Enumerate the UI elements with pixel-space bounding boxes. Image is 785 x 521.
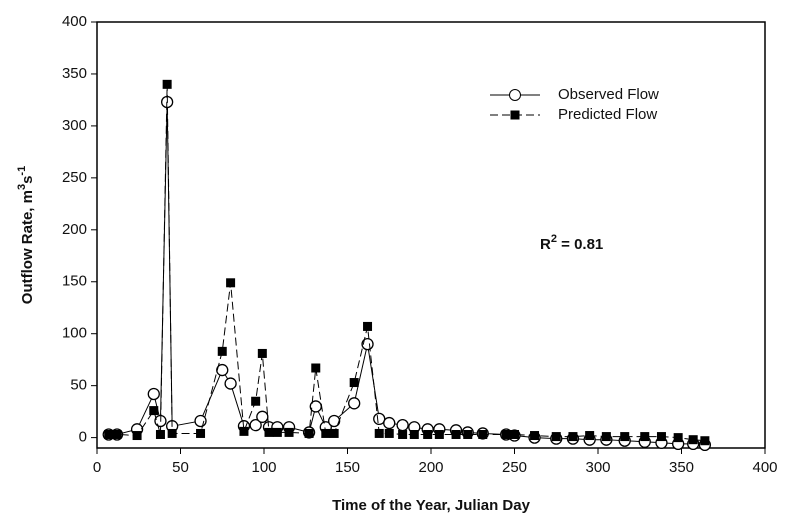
data-point — [284, 427, 294, 437]
data-point — [551, 432, 561, 442]
y-tick-label: 100 — [62, 325, 87, 342]
data-point — [249, 418, 262, 432]
data-point — [257, 348, 267, 358]
data-point — [147, 387, 160, 401]
x-tick-label: 50 — [172, 459, 189, 476]
data-point — [349, 378, 359, 388]
y-title-sup: 3 — [16, 184, 28, 190]
x-axis-title: Time of the Year, Julian Day — [332, 497, 531, 514]
data-point — [451, 429, 461, 439]
data-point — [463, 429, 473, 439]
data-point — [155, 429, 165, 439]
data-point — [104, 429, 114, 439]
data-point — [620, 432, 630, 442]
x-tick-label: 350 — [669, 459, 694, 476]
data-point — [194, 414, 207, 428]
data-point — [239, 426, 249, 436]
data-point — [216, 363, 229, 377]
data-point — [226, 278, 236, 288]
y-tick-label: 150 — [62, 273, 87, 290]
y-title-part: s — [19, 176, 36, 184]
y-title-part: Outflow Rate, m — [19, 190, 36, 304]
x-tick-label: 150 — [335, 459, 360, 476]
x-tick-label: 200 — [418, 459, 443, 476]
data-point — [304, 428, 314, 438]
data-point — [409, 429, 419, 439]
x-tick-label: 300 — [585, 459, 610, 476]
data-point — [510, 429, 519, 439]
y-title-sup: -1 — [16, 166, 28, 176]
x-tick-label: 250 — [502, 459, 527, 476]
plot-frame — [96, 21, 766, 449]
data-point — [501, 429, 511, 439]
data-point — [363, 321, 373, 331]
data-point — [384, 428, 394, 438]
annotation-part: = 0.81 — [557, 236, 603, 253]
y-axis-title: Outflow Rate, m3s-1 — [16, 166, 36, 304]
data-point — [396, 418, 409, 432]
x-tick-label: 400 — [752, 459, 777, 476]
data-point — [272, 427, 282, 437]
x-tick-label: 100 — [251, 459, 276, 476]
data-point — [673, 433, 683, 443]
data-point — [217, 346, 227, 356]
data-point — [311, 363, 321, 373]
data-point — [327, 414, 341, 428]
legend-marker — [510, 110, 520, 120]
data-point — [162, 79, 172, 89]
data-point — [640, 432, 650, 442]
data-point — [601, 432, 611, 442]
data-point — [348, 397, 361, 410]
data-point — [373, 412, 386, 426]
data-point — [224, 377, 237, 390]
y-tick-label: 400 — [62, 13, 87, 30]
data-point — [256, 410, 269, 423]
y-tick-label: 50 — [70, 377, 87, 394]
data-point — [383, 416, 396, 430]
data-point — [112, 429, 122, 439]
data-point — [398, 429, 408, 439]
data-point — [585, 431, 595, 441]
y-tick-label: 250 — [62, 169, 87, 186]
data-point — [329, 428, 339, 438]
data-point — [251, 396, 261, 406]
data-point — [374, 428, 384, 438]
annotation-sup: 2 — [551, 233, 557, 245]
y-tick-label: 200 — [62, 221, 87, 238]
series-line — [108, 101, 705, 446]
data-point — [132, 431, 142, 441]
data-point — [167, 428, 177, 438]
data-point — [321, 428, 331, 438]
x-tick-label: 0 — [93, 459, 101, 476]
legend-marker — [509, 89, 521, 101]
data-point — [196, 428, 206, 438]
series-line — [108, 84, 705, 442]
y-tick-label: 300 — [62, 117, 87, 134]
data-point — [656, 432, 666, 442]
data-point — [423, 429, 433, 439]
data-point — [568, 432, 578, 442]
y-tick-label: 0 — [79, 429, 87, 446]
annotation-part: R — [540, 236, 551, 253]
data-point — [700, 436, 710, 446]
legend-label: Observed Flow — [558, 86, 659, 103]
data-point — [264, 427, 274, 437]
annotation: R2 = 0.81 — [540, 233, 603, 253]
y-tick-label: 350 — [62, 65, 87, 82]
data-point — [530, 431, 540, 441]
legend-label: Predicted Flow — [558, 106, 657, 123]
data-point — [478, 429, 488, 439]
data-point — [361, 337, 374, 351]
data-point — [434, 429, 444, 439]
data-point — [688, 435, 698, 445]
data-point — [149, 406, 159, 416]
